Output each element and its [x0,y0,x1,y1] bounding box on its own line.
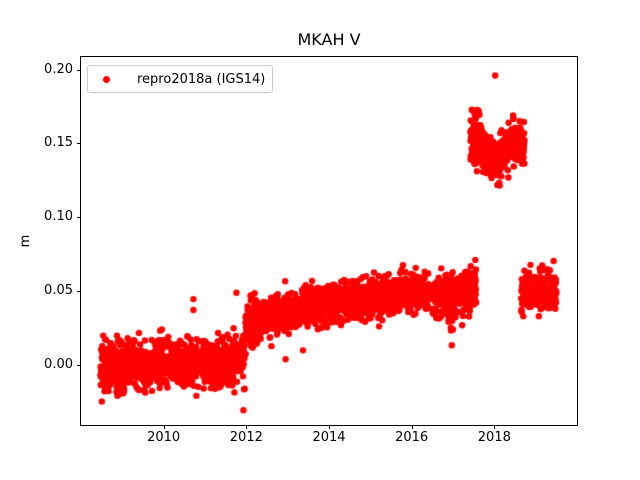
legend-marker-dot-icon [103,75,110,83]
x-tick-label: 2016 [395,430,429,445]
y-tick-mark [77,365,81,367]
y-axis-label: m [18,234,33,248]
x-tick-mark [246,425,248,429]
y-tick-label: 0.10 [44,209,73,225]
x-tick-mark [411,425,413,429]
legend-label: repro2018a (IGS14) [137,71,266,87]
x-tick-label: 2014 [312,430,346,445]
y-tick-label: 0.00 [44,357,73,373]
legend: repro2018a (IGS14) [87,65,273,93]
chart-title: MKAH V [297,30,361,49]
x-tick-label: 2018 [477,430,511,445]
x-tick-mark [163,425,165,429]
y-tick-label: 0.20 [44,61,73,77]
scatter-plot-canvas [81,57,577,425]
y-tick-label: 0.15 [44,135,73,151]
y-tick-mark [77,291,81,293]
x-tick-mark [329,425,330,429]
x-tick-label: 2010 [147,430,181,445]
y-tick-mark [77,217,81,219]
y-tick-label: 0.05 [44,283,73,299]
y-tick-mark [77,69,81,71]
y-tick-mark [77,143,81,145]
x-tick-mark [494,425,496,429]
x-tick-label: 2012 [229,430,263,445]
